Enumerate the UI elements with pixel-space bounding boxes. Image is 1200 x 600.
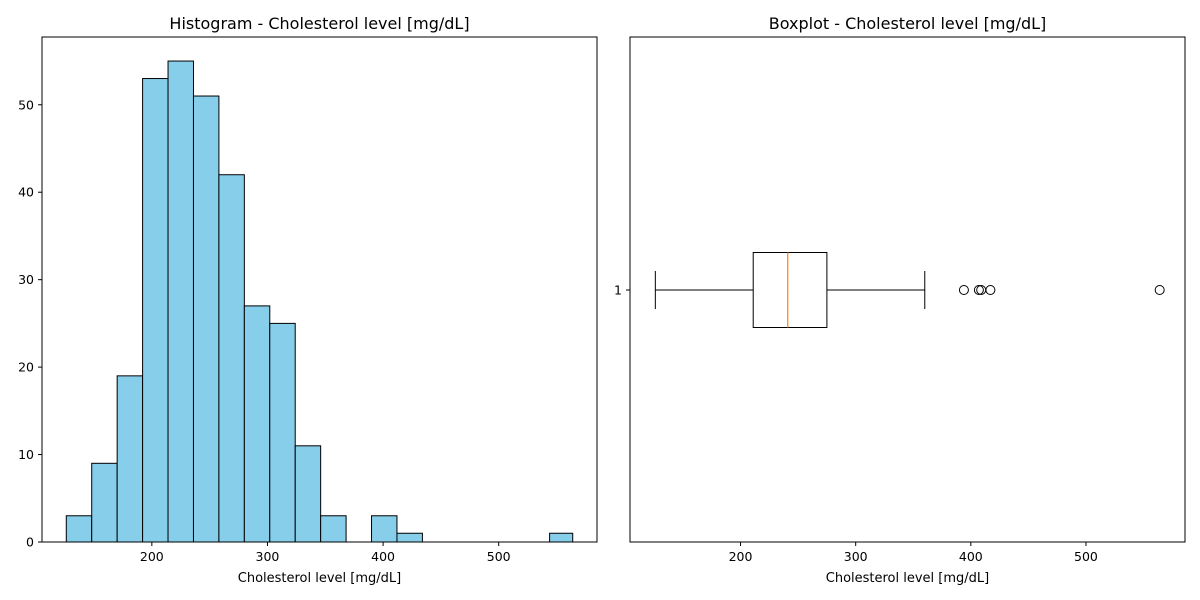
boxplot-elements [654, 252, 1165, 328]
boxplot-x-tick-label: 500 [1074, 549, 1098, 564]
histogram-y-tick-label: 40 [18, 185, 34, 200]
histogram-y-tick-label: 30 [18, 272, 34, 287]
histogram-bar [320, 515, 347, 543]
histogram-axes-frame [41, 36, 598, 543]
histogram-bar [142, 78, 169, 543]
boxplot-x-ticks: 200 300 400 500 [729, 542, 1098, 564]
histogram-bar [549, 532, 574, 543]
histogram-bar [116, 375, 144, 543]
boxplot-x-axis-label: Cholesterol level [mg/dL] [826, 571, 989, 586]
histogram-y-tick-label: 0 [26, 535, 34, 550]
histogram-x-tick-label: 500 [487, 549, 511, 564]
histogram-panel: Histogram - Cholesterol level [mg/dL] 20… [18, 14, 598, 586]
boxplot-y-ticks: 1 [614, 283, 630, 298]
histogram-bar [192, 95, 220, 543]
histogram-bar [167, 60, 194, 543]
histogram-x-axis-label: Cholesterol level [mg/dL] [238, 571, 401, 586]
boxplot-x-tick-label: 400 [959, 549, 983, 564]
boxplot-outlier-point [1154, 285, 1165, 295]
boxplot-outlier-point [985, 285, 996, 295]
boxplot-box [752, 252, 828, 328]
histogram-y-tick-label: 10 [18, 447, 34, 462]
boxplot-title: Boxplot - Cholesterol level [mg/dL] [769, 14, 1047, 33]
histogram-y-tick-label: 50 [18, 97, 34, 112]
boxplot-outlier-point [958, 285, 969, 295]
histogram-bar [269, 322, 296, 543]
histogram-x-tick-label: 400 [371, 549, 395, 564]
boxplot-panel: Boxplot - Cholesterol level [mg/dL] 200 3… [614, 14, 1186, 586]
histogram-x-tick-label: 300 [256, 549, 280, 564]
histogram-bar [396, 532, 423, 543]
boxplot-axes-frame [629, 36, 1186, 543]
histogram-bar [371, 515, 398, 543]
boxplot-y-tick-label: 1 [614, 283, 622, 298]
histogram-x-ticks: 200 300 400 500 [140, 542, 511, 564]
histogram-bar [91, 462, 118, 543]
boxplot-x-tick-label: 300 [844, 549, 868, 564]
histogram-y-ticks: 0 10 20 30 40 50 [18, 97, 42, 550]
histogram-bar [218, 174, 245, 543]
boxplot-x-tick-label: 200 [729, 549, 753, 564]
histogram-bar [65, 515, 93, 543]
histogram-bar [294, 445, 322, 543]
histogram-title: Histogram - Cholesterol level [mg/dL] [169, 14, 469, 33]
boxplot-outlier-point [973, 285, 984, 295]
histogram-bar [243, 305, 271, 543]
histogram-y-tick-label: 20 [18, 360, 34, 375]
histogram-x-tick-label: 200 [140, 549, 164, 564]
